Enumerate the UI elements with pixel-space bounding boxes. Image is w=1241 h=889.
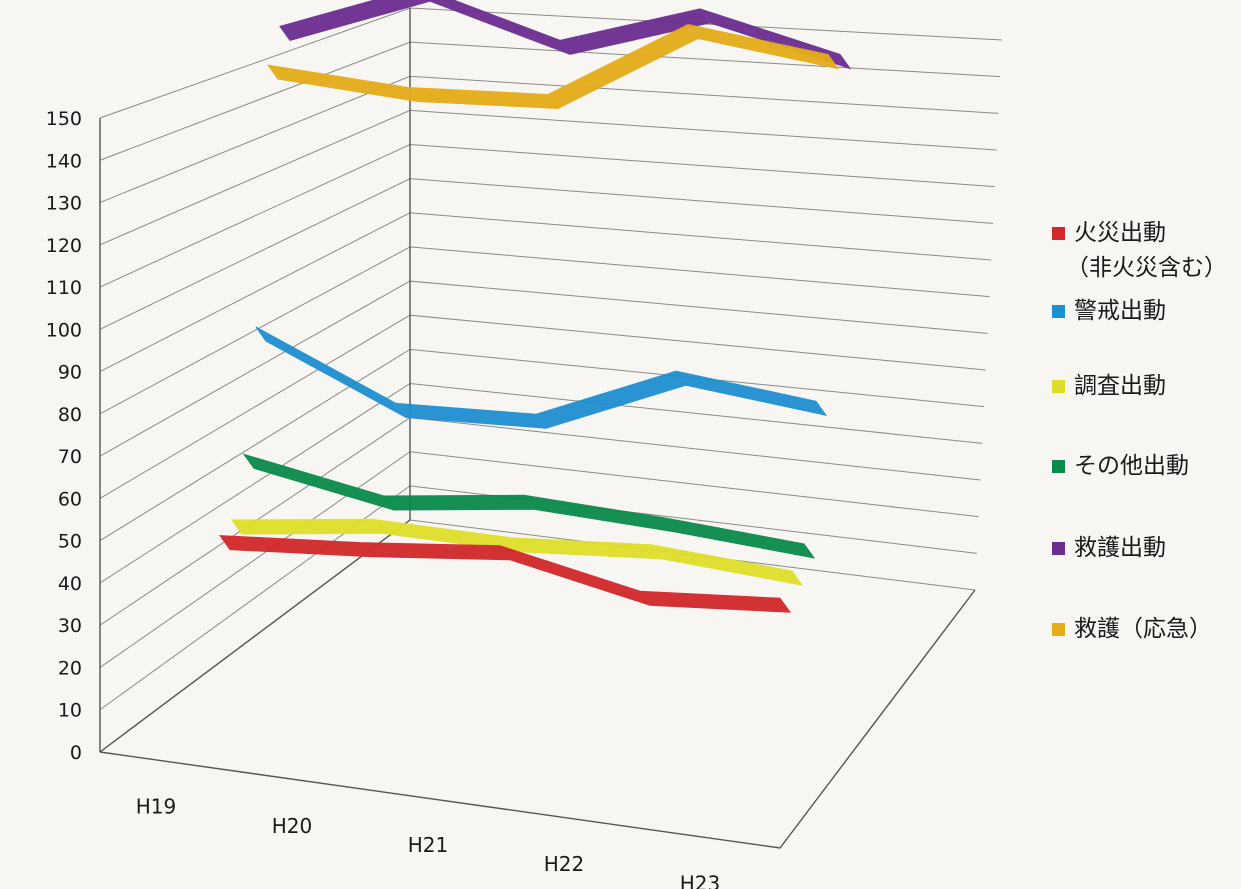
legend-swatch (1052, 305, 1065, 318)
floor-edge (99, 589, 976, 849)
floor-left-edge (99, 519, 411, 753)
legend-label: 救護出動 (1074, 535, 1166, 561)
gridlines (99, 7, 1003, 753)
y-axis-ticks: 0 10 20 30 40 50 60 70 80 90 100 110 120 130 140 150 (46, 108, 82, 764)
series-ribbon (255, 326, 828, 429)
legend-swatch (1052, 227, 1065, 240)
x-tick-label: H21 (408, 833, 449, 857)
x-tick-label: H23 (680, 871, 721, 889)
x-tick-label: H19 (136, 795, 177, 819)
y-tick-label: 10 (58, 700, 82, 722)
y-tick-label: 30 (58, 615, 82, 637)
legend-label: 調査出動 (1074, 373, 1166, 399)
series-ribbon (231, 518, 804, 586)
y-tick-label: 80 (58, 404, 82, 426)
legend-label: その他出動 (1074, 453, 1189, 479)
y-tick-label: 40 (58, 573, 82, 595)
x-axis-ticks: H19 H20 H21 H22 H23 (136, 795, 721, 889)
series-ribbon (242, 453, 816, 559)
x-tick-label: H22 (544, 852, 585, 876)
series-ribbons (218, 0, 852, 613)
series-ribbon (279, 0, 852, 70)
legend-swatch (1052, 623, 1065, 636)
legend-label-line2: （非火災含む） (1066, 255, 1227, 281)
legend-swatch (1052, 380, 1065, 393)
y-tick-label: 110 (46, 277, 82, 299)
gridline (99, 519, 976, 753)
y-tick-label: 120 (46, 235, 82, 257)
gridline (99, 417, 981, 626)
y-tick-label: 70 (58, 446, 82, 468)
y-tick-label: 130 (46, 193, 82, 215)
legend-label: 救護（応急） (1074, 616, 1212, 642)
gridline (99, 178, 994, 330)
legend-label: 警戒出動 (1074, 298, 1166, 324)
y-tick-label: 50 (58, 531, 82, 553)
gridline (99, 485, 977, 711)
series-ribbon (266, 23, 840, 110)
y-tick-label: 0 (70, 742, 82, 764)
gridline (99, 348, 985, 542)
legend-swatch (1052, 542, 1065, 555)
legend-label: 火災出動 (1074, 220, 1166, 246)
x-tick-label: H20 (272, 814, 313, 838)
y-tick-label: 90 (58, 362, 82, 384)
series-ribbon (218, 535, 792, 613)
legend-swatch (1052, 460, 1065, 473)
gridline (99, 212, 992, 373)
y-tick-label: 100 (46, 319, 82, 341)
gridline (99, 246, 990, 415)
y-tick-label: 140 (46, 150, 82, 172)
y-tick-label: 20 (58, 657, 82, 679)
y-tick-label: 60 (58, 488, 82, 510)
y-tick-label: 150 (46, 108, 82, 130)
gridline (99, 144, 995, 288)
